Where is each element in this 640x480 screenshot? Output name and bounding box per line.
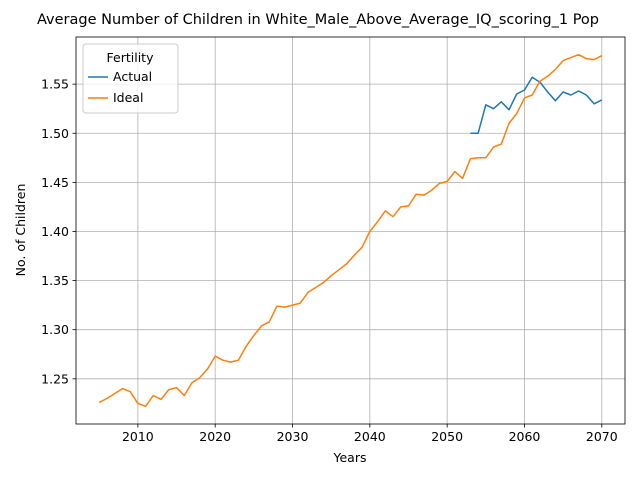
x-axis-label: Years: [333, 450, 367, 465]
x-tick-label: 2050: [431, 429, 463, 444]
legend-title: Fertility: [107, 50, 155, 65]
y-axis-ticks: 1.25 1.30 1.35 1.40 1.45 1.50 1.55: [41, 77, 76, 386]
legend: Fertility Actual Ideal: [82, 43, 179, 114]
x-tick-label: 2070: [586, 429, 618, 444]
x-tick-label: 2010: [122, 429, 154, 444]
x-tick-label: 2040: [354, 429, 386, 444]
x-tick-label: 2030: [277, 429, 309, 444]
x-tick-label: 2060: [509, 429, 541, 444]
y-tick-label: 1.30: [41, 322, 69, 337]
y-tick-label: 1.50: [41, 126, 69, 141]
y-tick-label: 1.25: [41, 371, 69, 386]
legend-label-actual: Actual: [113, 69, 152, 84]
chart-title: Average Number of Children in White_Male…: [37, 12, 599, 28]
y-tick-label: 1.40: [41, 224, 69, 239]
x-axis-ticks: 2010 2020 2030 2040 2050 2060 2070: [122, 424, 618, 444]
plot-frame: [75, 36, 626, 425]
y-axis-label: No. of Children: [13, 184, 28, 277]
series-line-ideal: [98, 53, 603, 408]
series-line-actual: [470, 76, 603, 135]
series-layer: [98, 53, 603, 408]
x-tick-label: 2020: [199, 429, 231, 444]
y-tick-label: 1.35: [41, 273, 69, 288]
legend-label-ideal: Ideal: [113, 90, 143, 105]
legend-box: [82, 43, 179, 114]
y-tick-label: 1.45: [41, 175, 69, 190]
y-tick-label: 1.55: [41, 77, 69, 92]
grid-lines: [76, 37, 625, 424]
